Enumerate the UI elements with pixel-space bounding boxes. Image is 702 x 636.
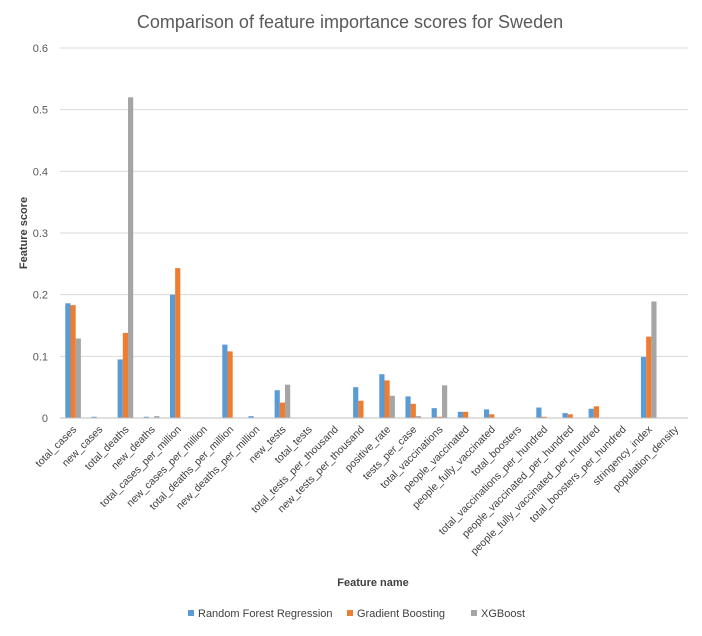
legend: Random Forest Regression Gradient Boostin… bbox=[188, 608, 525, 620]
bar bbox=[222, 344, 228, 418]
bar bbox=[567, 414, 573, 418]
bar bbox=[415, 416, 422, 418]
bar bbox=[91, 416, 97, 418]
gridlines bbox=[60, 47, 688, 357]
bar bbox=[389, 395, 395, 418]
bar bbox=[379, 374, 385, 418]
bar bbox=[431, 408, 437, 418]
y-tick-label: 0.4 bbox=[33, 166, 48, 178]
bar bbox=[442, 385, 448, 418]
bar bbox=[169, 294, 176, 418]
bar bbox=[483, 409, 490, 418]
bar bbox=[285, 384, 291, 418]
legend-label: Random Forest Regression bbox=[198, 608, 333, 620]
bar bbox=[353, 387, 359, 418]
bar bbox=[588, 408, 594, 418]
x-axis-category-labels: total_casesnew_casestotal_deathsnew_deat… bbox=[33, 423, 681, 558]
bar bbox=[405, 396, 411, 418]
legend-label: XGBoost bbox=[481, 608, 525, 620]
bar bbox=[410, 403, 416, 418]
bar bbox=[593, 406, 600, 418]
bar bbox=[536, 407, 542, 418]
bar bbox=[122, 332, 129, 418]
legend-label: Gradient Boosting bbox=[357, 608, 445, 620]
bar bbox=[651, 301, 657, 418]
legend-swatch bbox=[188, 610, 194, 616]
bar bbox=[436, 416, 443, 418]
y-tick-label: 0.6 bbox=[33, 43, 48, 55]
bar bbox=[274, 390, 280, 418]
bar bbox=[562, 413, 568, 418]
bar bbox=[358, 400, 364, 418]
bar bbox=[462, 411, 469, 418]
legend-swatch bbox=[471, 610, 477, 616]
bar bbox=[75, 338, 81, 418]
bar bbox=[128, 97, 134, 418]
bar bbox=[640, 356, 647, 418]
bar bbox=[457, 411, 463, 418]
bar bbox=[227, 351, 233, 418]
y-tick-label: 0.1 bbox=[33, 351, 48, 363]
chart-title: Comparison of feature importance scores … bbox=[137, 12, 563, 32]
x-axis-title: Feature name bbox=[337, 577, 409, 589]
y-axis-title: Feature score bbox=[18, 197, 30, 269]
y-tick-label: 0.2 bbox=[33, 290, 48, 302]
y-axis-ticks: 0 0.1 0.2 0.3 0.4 0.5 0.6 bbox=[33, 43, 48, 425]
bar bbox=[154, 416, 160, 418]
bar bbox=[70, 305, 76, 418]
bar bbox=[646, 336, 652, 418]
bar bbox=[541, 416, 547, 418]
bar bbox=[279, 402, 286, 418]
bar bbox=[248, 416, 254, 418]
bar bbox=[175, 268, 181, 418]
bar bbox=[489, 414, 495, 418]
y-tick-label: 0.5 bbox=[33, 105, 48, 117]
bar bbox=[117, 359, 123, 418]
y-tick-label: 0.3 bbox=[33, 228, 48, 240]
bar bbox=[65, 303, 71, 418]
bar bbox=[143, 416, 149, 418]
legend-swatch bbox=[347, 610, 353, 616]
bars bbox=[65, 97, 657, 418]
y-tick-label: 0 bbox=[42, 413, 48, 425]
bar bbox=[384, 380, 390, 418]
